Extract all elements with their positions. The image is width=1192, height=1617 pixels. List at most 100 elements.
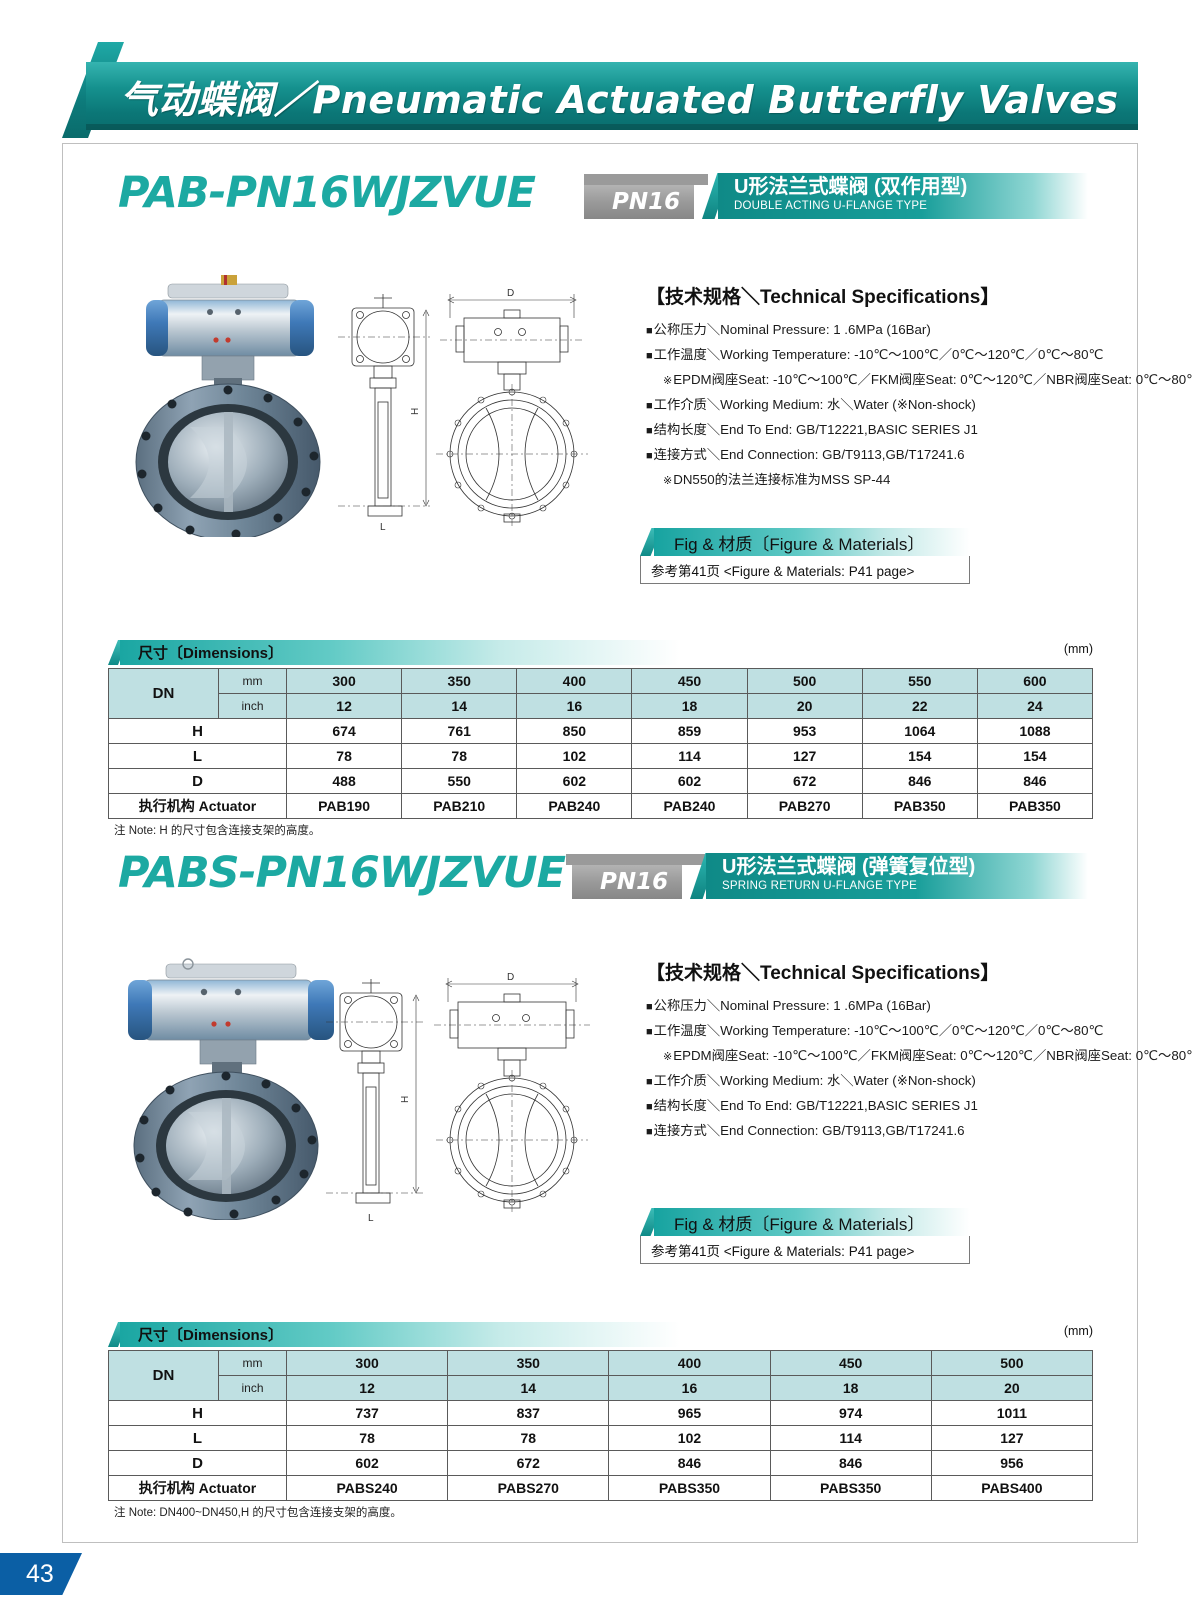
- product-type-strip-1: U形法兰式蝶阀 (双作用型) DOUBLE ACTING U-FLANGE TY…: [718, 173, 1088, 219]
- cell: PAB270: [746, 793, 863, 819]
- row-label: L: [108, 1425, 287, 1451]
- spec-text: 工作介质＼Working Medium: 水＼Water (※Non-shock…: [653, 1073, 976, 1088]
- fig-materials-1: Fig & 材质〔Figure & Materials〕 参考第41页 <Fig…: [640, 528, 970, 584]
- product-title-row-2: PABS-PN16WJZVUE PN16 U形法兰式蝶阀 (弹簧复位型) SPR…: [118, 848, 1088, 904]
- dn-mm-cell: 300: [285, 1350, 449, 1376]
- fig-reference-1[interactable]: 参考第41页 <Figure & Materials: P41 page>: [640, 556, 970, 584]
- spec-bullet: ■: [646, 350, 653, 362]
- pn-tag-1: PN16: [584, 185, 695, 219]
- dim-header-bar-1: 尺寸〔Dimensions〕: [120, 640, 680, 665]
- spec-bullet: ■: [646, 325, 653, 337]
- dim-title-1: 尺寸〔Dimensions〕: [138, 645, 284, 662]
- dn-mm-cell: 350: [447, 1350, 610, 1376]
- cell: 1064: [861, 718, 978, 744]
- spec-bullet: ■: [646, 1076, 653, 1088]
- spec-text: 工作温度＼Working Temperature: -10℃～100℃／0℃～1…: [653, 1023, 1104, 1038]
- drawing-label-d-1: D: [507, 288, 514, 299]
- table-row: D 602 672 846 846 956: [108, 1450, 1094, 1476]
- spec-text: 结构长度＼End To End: GB/T12221,BASIC SERIES …: [653, 422, 978, 437]
- cell: 846: [608, 1450, 771, 1476]
- dn-mm-cell: 400: [608, 1350, 771, 1376]
- cell: 859: [631, 718, 748, 744]
- dim-header-bar-2: 尺寸〔Dimensions〕: [120, 1322, 680, 1347]
- pn-tag-bars-2: [566, 854, 706, 865]
- cell: PABS350: [608, 1475, 771, 1501]
- drawing-label-l-2: L: [368, 1213, 374, 1224]
- table-row: L 78 78 102 114 127: [108, 1425, 1094, 1451]
- spec-title-2: 【技术规格＼Technical Specifications】: [646, 963, 1000, 984]
- spec-text: 公称压力＼Nominal Pressure: 1 .6MPa (16Bar): [653, 998, 931, 1013]
- dimensions-table-1: DN mm 300 350 400 450 500 550 600 inch 1…: [108, 668, 1094, 819]
- spec-line: ※EPDM阀座Seat: -10℃～100℃／FKM阀座Seat: 0℃～120…: [646, 368, 1192, 393]
- fig-reference-2[interactable]: 参考第41页 <Figure & Materials: P41 page>: [640, 1236, 970, 1264]
- table-note-1: 注 Note: H 的尺寸包含连接支架的高度。: [114, 825, 321, 837]
- fig-materials-header-1: Fig & 材质〔Figure & Materials〕: [640, 528, 970, 556]
- cell: 672: [746, 768, 863, 794]
- dimensions-table-2: DN mm 300 350 400 450 500 inch 12 14 16 …: [108, 1350, 1094, 1501]
- cell: PAB240: [631, 793, 748, 819]
- dn-inch-cell: 12: [285, 693, 403, 719]
- table-row: L 78 78 102 114 127 154 154: [108, 743, 1094, 769]
- drawing-label-h-2: H: [400, 1096, 411, 1103]
- drawing-label-h-1: H: [410, 408, 421, 415]
- dimensions-block-1: 尺寸〔Dimensions〕 (mm) DN mm 300 350 400 45…: [108, 640, 1094, 838]
- dn-mm-cell: 500: [930, 1350, 1094, 1376]
- cell: 78: [447, 1425, 610, 1451]
- cell: 602: [285, 1450, 449, 1476]
- cell: 761: [401, 718, 518, 744]
- dn-label-2: DN: [108, 1350, 219, 1401]
- spec-bullet: ※: [663, 375, 673, 387]
- drawing-label-d-2: D: [507, 972, 514, 983]
- cell: 102: [608, 1425, 771, 1451]
- spec-text: 公称压力＼Nominal Pressure: 1 .6MPa (16Bar): [653, 322, 931, 337]
- product-type-cn-2: U形法兰式蝶阀 (弹簧复位型): [722, 856, 976, 878]
- spec-text: 工作介质＼Working Medium: 水＼Water (※Non-shock…: [653, 397, 976, 412]
- table-row: inch 12 14 16 18 20 22 24: [109, 693, 1094, 719]
- page-number-badge: 43: [0, 1553, 82, 1595]
- cell: PAB350: [976, 793, 1094, 819]
- spec-bullet: ■: [646, 450, 653, 462]
- cell: 78: [285, 743, 403, 769]
- spec-bullet: ■: [646, 400, 653, 412]
- dn-inch-cell: 16: [516, 693, 633, 719]
- unit-mm-1: mm: [218, 668, 287, 694]
- table-row: 执行机构 Actuator PAB190 PAB210 PAB240 PAB24…: [108, 793, 1094, 819]
- unit-inch-1: inch: [218, 693, 287, 719]
- spec-line: ■工作温度＼Working Temperature: -10℃～100℃／0℃～…: [646, 343, 1116, 368]
- cell: 850: [516, 718, 633, 744]
- table-row: DN mm 300 350 400 450 500: [108, 1350, 1094, 1401]
- cell: PAB240: [516, 793, 633, 819]
- dn-inch-cell: 16: [608, 1375, 771, 1401]
- drawing-label-l-1: L: [380, 522, 386, 533]
- spec-text: DN550的法兰连接标准为MSS SP-44: [673, 472, 891, 487]
- spec-text: 连接方式＼End Connection: GB/T9113,GB/T17241.…: [653, 447, 965, 462]
- table-row: H 737 837 965 974 1011: [108, 1400, 1094, 1426]
- spec-line: ■连接方式＼End Connection: GB/T9113,GB/T17241…: [646, 1119, 1116, 1144]
- row-label: D: [108, 768, 287, 794]
- cell: PAB190: [285, 793, 403, 819]
- table-row: D 488 550 602 602 672 846 846: [108, 768, 1094, 794]
- dn-inch-cell: 14: [447, 1375, 610, 1401]
- cell: 837: [447, 1400, 610, 1426]
- cell: PAB210: [401, 793, 518, 819]
- cell: PAB350: [861, 793, 978, 819]
- dn-inch-cell: 14: [401, 693, 518, 719]
- dn-mm-cell: 300: [285, 668, 403, 694]
- spec-text: EPDM阀座Seat: -10℃～100℃／FKM阀座Seat: 0℃～120℃…: [673, 372, 1192, 387]
- spec-line: ■结构长度＼End To End: GB/T12221,BASIC SERIES…: [646, 1094, 1116, 1119]
- spec-line: ■连接方式＼End Connection: GB/T9113,GB/T17241…: [646, 443, 1116, 468]
- table-row: DN mm 300 350 400 450 500 550 600: [108, 668, 1094, 719]
- cell: 602: [516, 768, 633, 794]
- dim-unit-1: (mm): [1063, 642, 1093, 656]
- product-photo-1: [135, 275, 321, 537]
- cell: 965: [608, 1400, 771, 1426]
- spec-line: ■结构长度＼End To End: GB/T12221,BASIC SERIES…: [646, 418, 1116, 443]
- product-name-2: PABS-PN16WJZVUE: [118, 848, 566, 898]
- table-row: 执行机构 Actuator PABS240 PABS270 PABS350 PA…: [108, 1475, 1094, 1501]
- unit-mm-2: mm: [218, 1350, 287, 1376]
- cell: 102: [516, 743, 633, 769]
- spec-bullet: ■: [646, 1026, 653, 1038]
- spec-text: 结构长度＼End To End: GB/T12221,BASIC SERIES …: [653, 1098, 978, 1113]
- dn-inch-cell: 24: [976, 693, 1094, 719]
- spec-bullet: ※: [663, 1051, 673, 1063]
